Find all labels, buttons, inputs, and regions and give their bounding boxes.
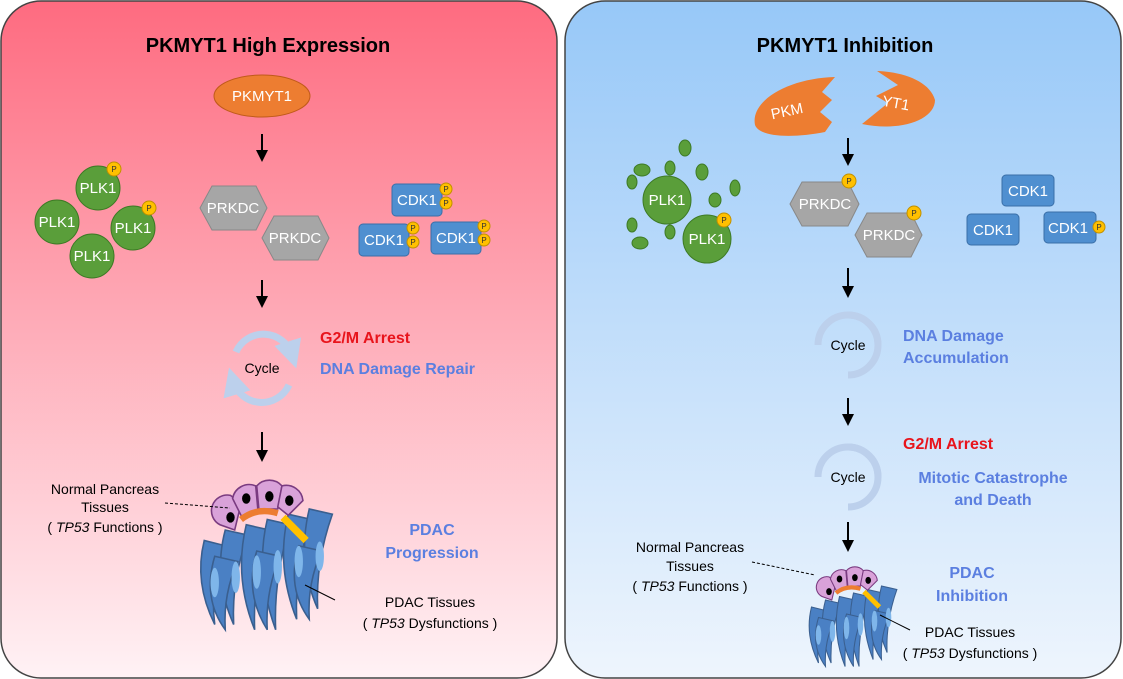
dna-repair-label: DNA Damage Repair — [320, 361, 475, 378]
leader-line — [879, 614, 911, 631]
svg-text:P: P — [443, 199, 448, 208]
cell-cycle-icon: Cycle — [814, 311, 882, 379]
normal-tissue-label: Normal Pancreas Tissues ( TP53 Functions… — [47, 481, 162, 535]
prkdc-cluster: PRKDC PRKDC — [199, 185, 330, 261]
svg-text:PRKDC: PRKDC — [207, 200, 260, 217]
left-title: PKMYT1 High Expression — [146, 35, 391, 57]
svg-text:P: P — [846, 177, 851, 186]
leader-line — [304, 584, 336, 601]
svg-text:P: P — [443, 185, 448, 194]
prkdc-phospho-cluster: PRKDC PRKDC P P — [789, 173, 923, 258]
mitotic-catastrophe-label: Mitotic Catastrophe and Death — [918, 470, 1067, 509]
pdac-inhibition-label: PDAC Inhibition — [936, 565, 1008, 605]
svg-text:PKM: PKM — [769, 100, 804, 123]
right-title: PKMYT1 Inhibition — [757, 35, 934, 57]
svg-text:PRKDC: PRKDC — [799, 196, 852, 213]
svg-text:PKMYT1: PKMYT1 — [232, 88, 292, 105]
svg-text:PDAC Tissues: PDAC Tissues — [385, 594, 475, 610]
svg-text:Cycle: Cycle — [244, 360, 279, 376]
svg-text:( TP53 Dysfunctions ): ( TP53 Dysfunctions ) — [903, 645, 1038, 661]
svg-text:Normal Pancreas: Normal Pancreas — [636, 539, 744, 555]
svg-text:P: P — [146, 204, 151, 213]
svg-text:CDK1: CDK1 — [973, 222, 1013, 239]
svg-text:( TP53 Dysfunctions ): ( TP53 Dysfunctions ) — [363, 615, 498, 631]
cdk1-cluster: CDK1 CDK1 CDK1 P — [966, 174, 1106, 246]
svg-text:PLK1: PLK1 — [39, 214, 76, 231]
svg-text:Cycle: Cycle — [830, 337, 865, 353]
right-panel-inhibition: PKMYT1 Inhibition PKM YT1 PLK1 PLK1 P PRK… — [564, 0, 1122, 679]
svg-text:PLK1: PLK1 — [689, 231, 726, 248]
pdac-tissue-label: PDAC Tissues ( TP53 Dysfunctions ) — [363, 594, 498, 631]
svg-text:P: P — [1096, 223, 1101, 232]
svg-text:P: P — [481, 236, 486, 245]
svg-text:CDK1: CDK1 — [1048, 220, 1088, 237]
svg-text:PLK1: PLK1 — [649, 192, 686, 209]
svg-text:PRKDC: PRKDC — [863, 227, 916, 244]
svg-text:PLK1: PLK1 — [80, 180, 117, 197]
cell-cycle-icon: Cycle — [814, 443, 882, 511]
svg-text:( TP53 Functions ): ( TP53 Functions ) — [632, 578, 747, 594]
broken-pkmyt1-node: PKM YT1 — [754, 71, 935, 136]
svg-text:CDK1: CDK1 — [397, 192, 437, 209]
svg-text:CDK1: CDK1 — [364, 232, 404, 249]
svg-text:Tissues: Tissues — [81, 499, 129, 515]
svg-text:P: P — [721, 216, 726, 225]
svg-text:PDAC Tissues: PDAC Tissues — [925, 624, 1015, 640]
cell-cycle-icon: Cycle — [223, 330, 302, 406]
svg-text:PLK1: PLK1 — [74, 248, 111, 265]
svg-text:P: P — [410, 224, 415, 233]
svg-text:PLK1: PLK1 — [115, 220, 152, 237]
svg-text:Tissues: Tissues — [666, 558, 714, 574]
g2m-arrest-label: G2/M Arrest — [903, 436, 994, 453]
svg-text:CDK1: CDK1 — [436, 230, 476, 247]
pkmyt1-node: PKMYT1 — [213, 74, 311, 118]
leader-line — [164, 502, 231, 509]
svg-text:PRKDC: PRKDC — [269, 230, 322, 247]
g2m-arrest-label: G2/M Arrest — [320, 330, 411, 347]
svg-text:( TP53 Functions ): ( TP53 Functions ) — [47, 519, 162, 535]
svg-text:P: P — [410, 238, 415, 247]
pdac-tissue-label: PDAC Tissues ( TP53 Dysfunctions ) — [903, 624, 1038, 661]
svg-text:P: P — [111, 165, 116, 174]
normal-tissue-label: Normal Pancreas Tissues ( TP53 Functions… — [632, 539, 747, 594]
svg-text:CDK1: CDK1 — [1008, 183, 1048, 200]
dna-damage-accumulation-label: DNA Damage Accumulation — [903, 328, 1009, 367]
degraded-plk1-cluster: PLK1 PLK1 P — [626, 139, 741, 264]
svg-text:Cycle: Cycle — [830, 469, 865, 485]
svg-text:P: P — [481, 222, 486, 231]
svg-text:P: P — [911, 209, 916, 218]
svg-text:YT1: YT1 — [881, 93, 911, 115]
svg-text:Normal Pancreas: Normal Pancreas — [51, 481, 159, 497]
pdac-progression-label: PDAC Progression — [385, 522, 478, 562]
leader-line — [751, 561, 816, 576]
